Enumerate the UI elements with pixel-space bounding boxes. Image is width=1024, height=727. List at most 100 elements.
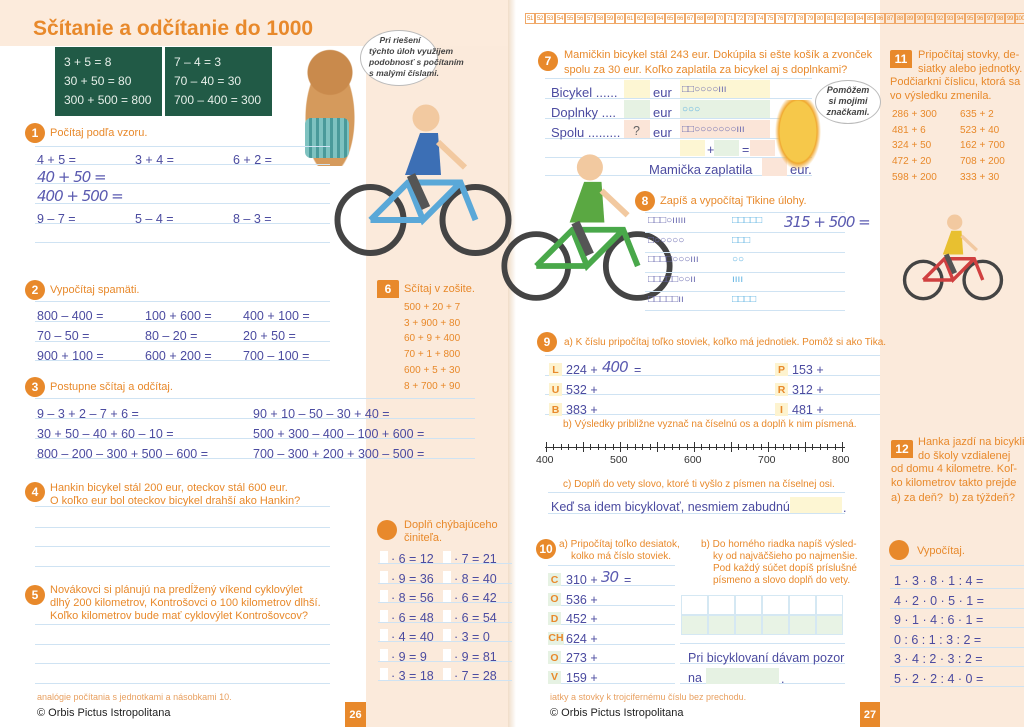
expression: 800 – 400 = [37, 309, 104, 323]
number-line-tick [671, 444, 673, 450]
sum-exercise: 708 + 200 [960, 156, 1005, 168]
missing-factor-box[interactable] [443, 590, 451, 602]
expression: 700 – 300 + 200 + 300 – 500 = [253, 447, 425, 461]
ruled-line [548, 585, 675, 586]
missing-factor-box[interactable] [380, 668, 388, 680]
marks-box[interactable] [680, 80, 770, 98]
ruled-line [35, 644, 330, 645]
letter-cell[interactable] [681, 615, 708, 635]
factor-equation: · 8 = 40 [454, 571, 497, 586]
answer-box[interactable] [714, 140, 739, 156]
sum-exercise: 500 + 20 + 7 [404, 302, 461, 313]
speech-text: značkami. [826, 107, 870, 117]
exercise-number-badge: 8 [635, 191, 655, 211]
missing-factor-box[interactable] [443, 609, 451, 622]
expression: 90 + 10 – 50 – 30 + 40 = [253, 407, 390, 421]
handwritten-example: 30 [601, 568, 619, 586]
ruled-line [35, 527, 330, 528]
missing-factor-box[interactable] [380, 629, 388, 641]
result-cell[interactable] [816, 595, 843, 615]
sum-exercise: 70 + 1 + 800 [404, 349, 461, 361]
expression: 532 + [566, 383, 598, 397]
page-number: 27 [860, 702, 880, 727]
handwritten-example: 40 + 50 = [37, 168, 107, 186]
number-strip-cell: 100 [1015, 13, 1024, 24]
missing-factor-box[interactable] [443, 629, 451, 641]
place-value-marks: □□□□ [732, 293, 757, 305]
expression: 4 + 5 = [37, 153, 76, 167]
result-cell[interactable] [762, 595, 789, 615]
speech-bubble [815, 80, 881, 124]
expression: 100 + 600 = [145, 309, 212, 323]
girl-on-bike-illustration [501, 154, 673, 301]
number-strip-cell: 70 [715, 13, 725, 24]
letter-cell[interactable] [789, 615, 816, 635]
number-line-tick [686, 444, 688, 450]
letter-label: I [775, 403, 788, 416]
letter-cell[interactable] [708, 615, 735, 635]
marks-box[interactable] [680, 120, 770, 138]
ruled-line [35, 183, 330, 184]
ruled-line [890, 627, 1024, 628]
expression: 9 – 7 = [37, 212, 76, 226]
page-title: Sčítanie a odčítanie do 1000 [33, 17, 314, 40]
row-label: Spolu ......... [551, 125, 621, 140]
ruled-line [35, 398, 475, 399]
letter-cell[interactable] [816, 615, 843, 635]
result-cell[interactable] [681, 595, 708, 615]
factor-equation: · 8 = 56 [391, 591, 434, 605]
missing-factor-box[interactable] [443, 570, 451, 583]
answer-box[interactable] [750, 140, 775, 156]
result-cell[interactable] [789, 595, 816, 615]
number-line-tick [842, 442, 843, 452]
exercise-number-badge: 10 [536, 539, 556, 559]
number-strip-cell: 53 [545, 13, 555, 24]
answer-box[interactable] [680, 140, 705, 156]
ruled-line [890, 646, 1024, 648]
clock-icon [889, 540, 909, 560]
number-line-tick [590, 444, 592, 450]
instruction: Zapíš a vypočítaj Tikine úlohy. [660, 195, 807, 207]
word-answer-box[interactable] [790, 497, 842, 513]
word-problem-text: ko kilometrov takto prejde [891, 476, 1017, 489]
clock-icon [377, 520, 397, 540]
amount-box[interactable] [624, 80, 650, 98]
amount-box[interactable] [624, 120, 650, 138]
ruled-line [35, 242, 330, 243]
ruled-line [378, 641, 512, 642]
ruled-line [890, 588, 1024, 589]
result-cell[interactable] [735, 595, 762, 615]
number-line-tick [553, 444, 555, 450]
missing-factor-box[interactable] [443, 551, 451, 563]
number-line-tick [612, 444, 614, 450]
amount-box[interactable] [624, 100, 650, 118]
missing-factor-box[interactable] [380, 609, 388, 622]
ruled-line [35, 458, 475, 459]
instruction: kolko má číslo stoviek. [571, 551, 672, 562]
number-line-tick [664, 444, 666, 450]
missing-factor-box[interactable] [443, 648, 451, 661]
missing-factor-box[interactable] [380, 648, 388, 661]
equals-sign: = [624, 573, 632, 587]
footer-note: analógie počítania s jednotkami a násobk… [37, 692, 232, 702]
speech-text: podobnosť s počítaním [369, 57, 464, 67]
missing-factor-box[interactable] [380, 570, 388, 583]
fish-illustration [775, 100, 821, 170]
number-line-tick [568, 444, 570, 450]
letter-cell[interactable] [735, 615, 762, 635]
letter-cell[interactable] [762, 615, 789, 635]
missing-factor-box[interactable] [380, 551, 388, 563]
sub-question: b) za týždeň? [949, 492, 1016, 504]
chalkboard-equation: 7 – 4 = 3 [174, 55, 222, 69]
missing-factor-box[interactable] [380, 590, 388, 602]
ruled-line [35, 506, 330, 507]
ruled-line [545, 375, 880, 376]
marks-box[interactable] [680, 100, 770, 118]
number-line-tick [819, 444, 821, 450]
sum-exercise: 60 + 9 + 400 [404, 333, 461, 345]
result-cell[interactable] [708, 595, 735, 615]
missing-factor-box[interactable] [443, 668, 451, 680]
number-line-tick [560, 444, 562, 450]
number-line-tick [679, 444, 681, 450]
word-answer-box[interactable] [706, 668, 779, 684]
